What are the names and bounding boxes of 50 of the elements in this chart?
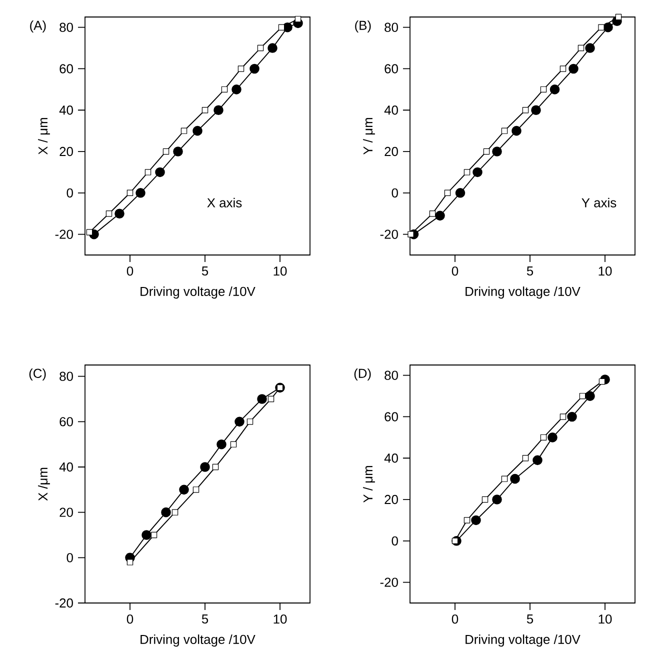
y-tick-label: 80 — [384, 370, 398, 380]
x-axis-title: Driving voltage /10V — [140, 286, 256, 299]
y-tick-label: 60 — [60, 417, 73, 426]
y-tick-label: 80 — [60, 22, 73, 32]
y-tick-label: 20 — [384, 494, 398, 504]
x-tick-label: 10 — [274, 266, 287, 276]
annotation: Y axis — [582, 198, 616, 208]
x-tick-label: 5 — [202, 266, 208, 276]
x-tick-label: 0 — [452, 266, 458, 276]
y-tick-label: 20 — [384, 146, 398, 156]
x-axis-title: Driving voltage /10V — [140, 634, 256, 647]
x-axis-title: Driving voltage /10V — [466, 286, 580, 299]
y-axis-title: X /μm — [38, 468, 50, 501]
chart-title: (D) — [354, 368, 371, 381]
y-tick-label: -20 — [380, 578, 398, 587]
chart-title: (C) — [29, 368, 46, 381]
y-axis-title: X / μm — [38, 118, 50, 155]
x-tick-label: 0 — [126, 266, 134, 276]
y-tick-label: 0 — [66, 188, 73, 198]
y-tick-label: 0 — [66, 553, 73, 562]
chart-title: (A) — [30, 20, 46, 33]
y-tick-label: 40 — [59, 462, 73, 472]
y-tick-label: -20 — [55, 230, 73, 239]
y-axis-title: Y / μm — [363, 118, 375, 155]
y-tick-label: 80 — [60, 372, 73, 381]
x-tick-label: 0 — [126, 614, 134, 624]
y-tick-label: 20 — [60, 146, 73, 156]
y-tick-label: 20 — [60, 508, 73, 517]
x-tick-label: 5 — [526, 266, 534, 276]
y-tick-label: 40 — [59, 106, 73, 115]
y-tick-label: -20 — [55, 598, 73, 608]
y-tick-label: 0 — [392, 188, 398, 198]
x-tick-label: 10 — [598, 614, 612, 624]
y-axis-title: Y / μm — [363, 466, 375, 503]
chart-title: (B) — [355, 20, 371, 33]
y-tick-label: 0 — [392, 536, 398, 546]
y-tick-label: -20 — [380, 230, 398, 239]
y-tick-label: 60 — [384, 412, 398, 422]
x-tick-label: 5 — [526, 614, 534, 624]
y-tick-label: 60 — [384, 64, 398, 74]
x-tick-label: 10 — [274, 614, 287, 624]
x-tick-label: 0 — [452, 614, 458, 624]
x-axis-title: Driving voltage /10V — [466, 634, 580, 647]
y-tick-label: 60 — [60, 64, 73, 74]
x-tick-label: 5 — [202, 614, 208, 624]
x-tick-label: 10 — [598, 266, 612, 276]
annotation: X axis — [207, 198, 242, 208]
y-tick-label: 40 — [384, 106, 398, 115]
y-tick-label: 80 — [384, 22, 398, 32]
y-tick-label: 40 — [384, 454, 398, 463]
